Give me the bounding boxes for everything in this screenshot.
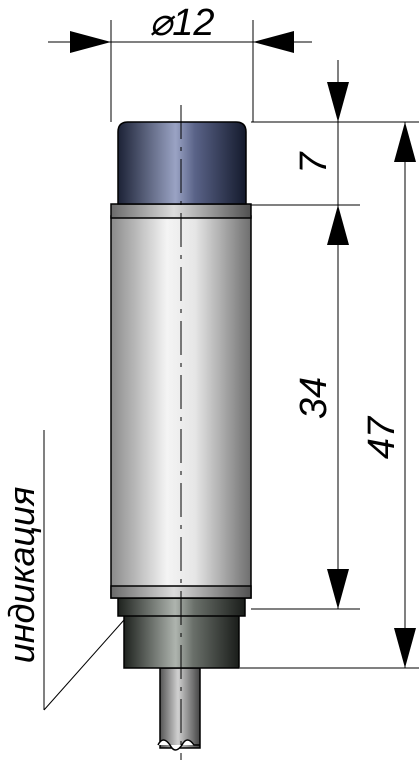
body-arrow-bottom	[327, 569, 349, 609]
total-height-label: 47	[361, 415, 403, 459]
diameter-arrow-right	[253, 31, 294, 53]
diameter-arrow-left	[70, 31, 111, 53]
indication-pointer-line	[43, 619, 125, 711]
diameter-label: ⌀12	[149, 2, 214, 44]
total-arrow-top	[394, 122, 416, 162]
total-height-dimension: 47	[361, 122, 416, 668]
sensing-cap	[117, 121, 247, 205]
cable	[159, 667, 201, 749]
body-height-dimension: 34	[293, 205, 349, 609]
cable-cut-end	[157, 739, 200, 751]
cap-height-dimension: 7	[293, 60, 349, 245]
indication-annotation: индикация	[1, 430, 125, 711]
sensor-body-group	[110, 105, 252, 760]
cap-height-label: 7	[293, 151, 335, 174]
total-arrow-bottom	[394, 628, 416, 668]
extension-lines	[240, 121, 419, 669]
body-height-label: 34	[293, 377, 335, 419]
cap-arrow-top	[327, 82, 349, 122]
diameter-dimension: ⌀12	[48, 2, 312, 122]
indication-label: индикация	[1, 487, 42, 664]
